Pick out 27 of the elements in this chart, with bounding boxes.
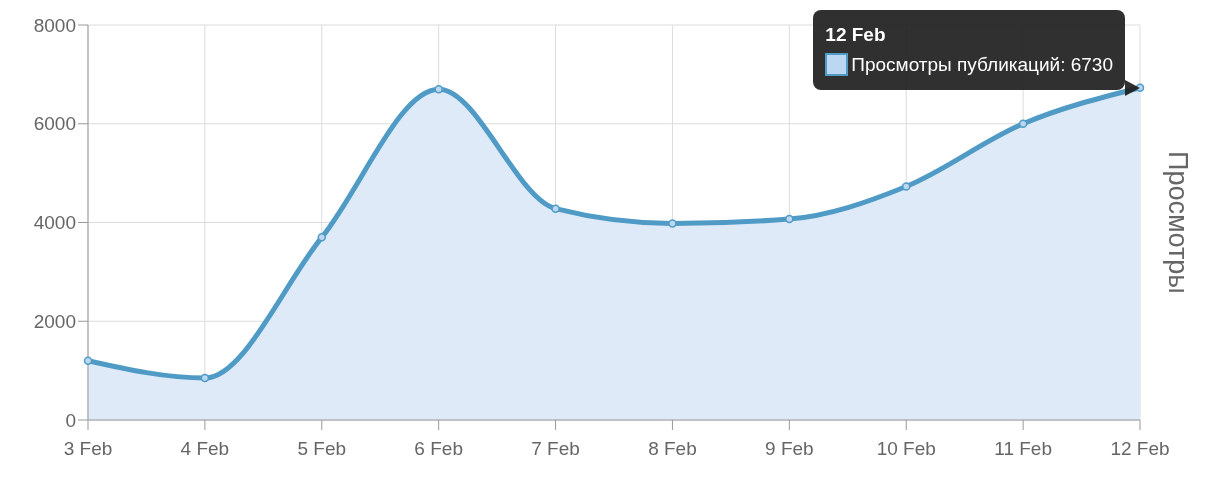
y-tick-label: 8000 (33, 14, 76, 36)
y-tick-label: 6000 (33, 113, 76, 135)
point (317, 233, 327, 242)
y-tick-label: 4000 (33, 212, 76, 234)
point (83, 356, 93, 365)
x-tick-label: 7 Feb (531, 438, 580, 460)
y-tick-label: 2000 (33, 310, 76, 332)
point (434, 84, 443, 94)
y-tick-label: 0 (65, 409, 76, 431)
x-tick-label: 8 Feb (648, 438, 697, 460)
annotation: Просмотры публикаций: 6730 (851, 52, 1113, 77)
point (1018, 119, 1028, 128)
x-tick-label: 11 Feb (994, 438, 1052, 460)
y-axis-title: Просмотры (1162, 151, 1193, 294)
x-tick-label: 4 Feb (180, 438, 230, 460)
point (551, 204, 560, 213)
x-tick-label: 3 Feb (63, 438, 113, 460)
x-tick-label: 5 Feb (297, 438, 347, 460)
point (901, 182, 911, 191)
annotation: 12 Feb (825, 22, 887, 47)
x-tick-label: 12 Feb (1110, 438, 1170, 460)
x-tick-label: 10 Feb (876, 438, 936, 460)
x-tick-label: 6 Feb (414, 438, 463, 460)
x-tick-label: 9 Feb (765, 438, 814, 460)
point (200, 373, 210, 383)
point (785, 214, 794, 224)
point (668, 219, 677, 228)
